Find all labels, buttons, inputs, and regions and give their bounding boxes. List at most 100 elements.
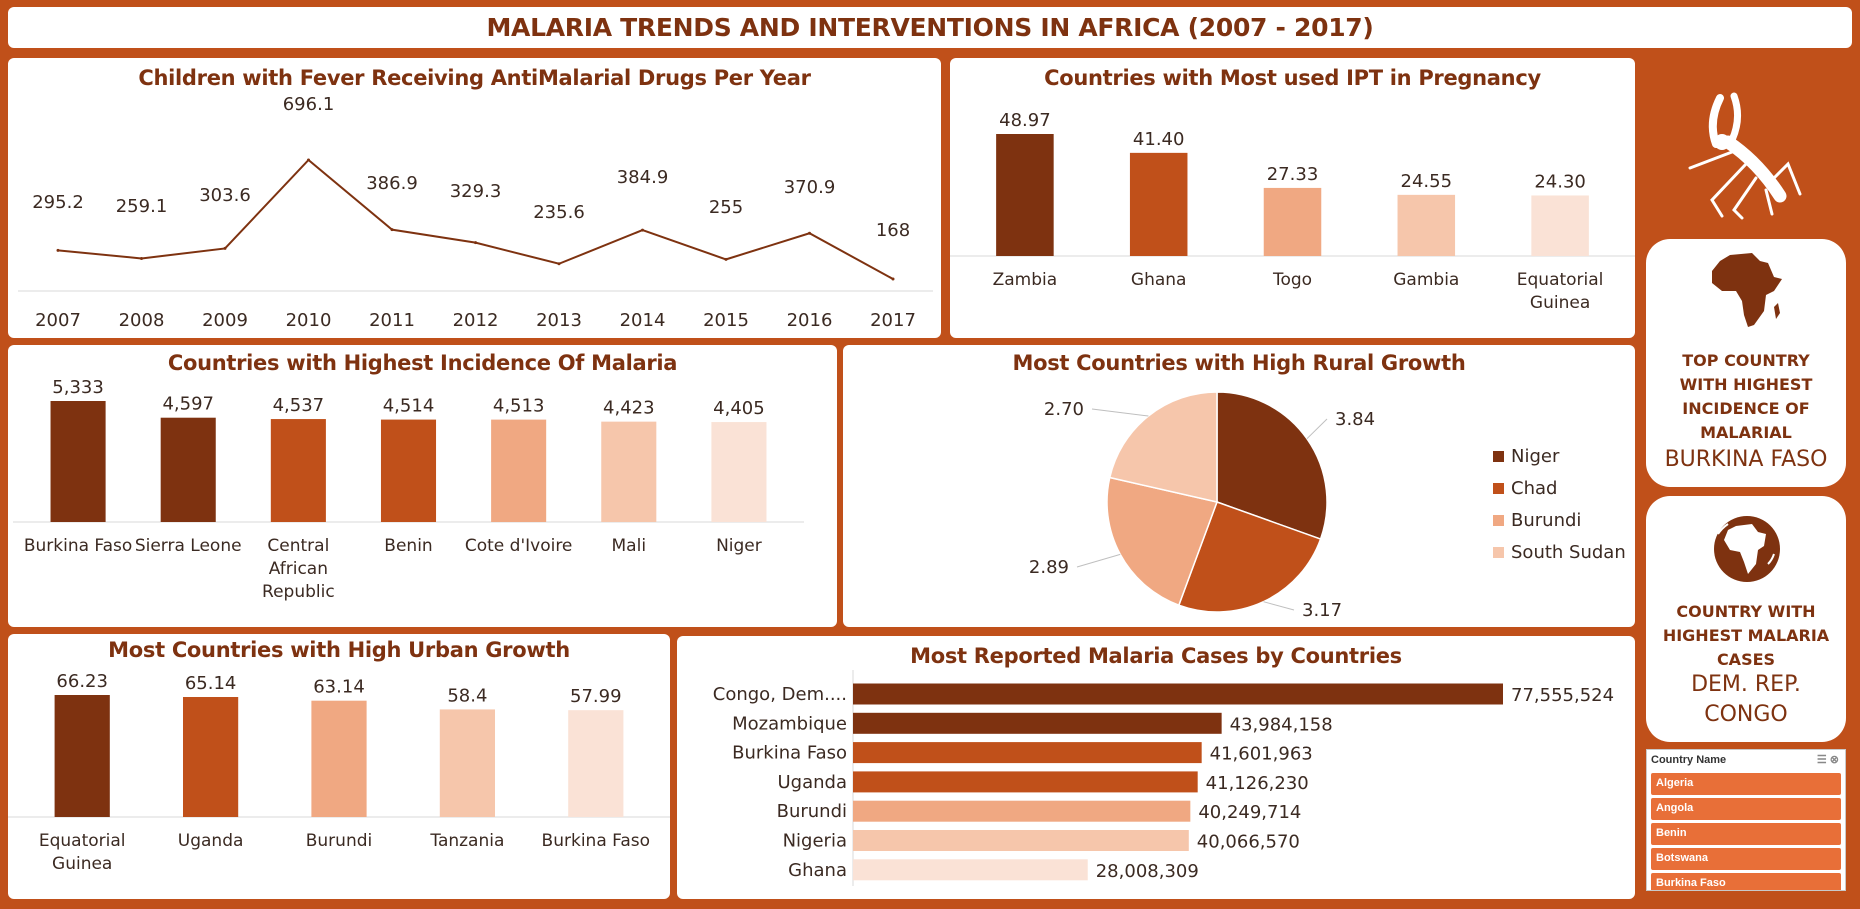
tick-label-2013: 2013 <box>536 310 582 331</box>
category-label-uganda: Uganda <box>778 772 848 793</box>
slice-burundi <box>1106 476 1218 607</box>
category-label-cote-d-ivoire: Cote d'Ivoire <box>465 536 573 556</box>
category-label-uganda: Uganda <box>178 831 244 851</box>
bar-benin <box>380 419 437 522</box>
clear-filter-icon[interactable]: ⊗ <box>1829 754 1839 766</box>
data-label-central-african-republic: 4,537 <box>273 395 325 416</box>
point-2014 <box>641 228 644 232</box>
data-label-burundi: 2.89 <box>1029 557 1069 578</box>
legend-label-niger: Niger <box>1511 446 1560 467</box>
data-label-2010: 696.1 <box>283 94 335 115</box>
globe-africa-icon <box>1714 516 1780 582</box>
rural-chart-title: Most Countries with High Rural Growth <box>1012 351 1466 375</box>
slice-niger <box>1216 391 1328 541</box>
tick-label-2016: 2016 <box>787 310 833 331</box>
point-2016 <box>808 231 811 235</box>
data-label-mali: 4,423 <box>603 398 655 419</box>
category-label-zambia: Zambia <box>993 270 1058 290</box>
bar-burundi <box>853 800 1191 822</box>
bar-gambia <box>1397 194 1456 256</box>
category-label-congo-dem: Congo, Dem.... <box>713 684 847 705</box>
country-slicer[interactable]: Country Name ☰ ⊗ Algeria Angola Benin Bo… <box>1646 749 1846 891</box>
tick-label-2012: 2012 <box>453 310 499 331</box>
data-label-mozambique: 43,984,158 <box>1230 714 1333 735</box>
tick-label-2009: 2009 <box>202 310 248 331</box>
category-label-tanzania: Tanzania <box>429 831 504 851</box>
data-label-cote-d-ivoire: 4,513 <box>493 396 545 417</box>
dashboard-title: MALARIA TRENDS AND INTERVENTIONS IN AFRI… <box>8 7 1852 48</box>
bar-mali <box>601 421 657 522</box>
data-label-togo: 27.33 <box>1267 164 1319 185</box>
category-label-ghana: Ghana <box>1131 270 1187 290</box>
point-2017 <box>891 277 895 281</box>
category-label-nigeria: Nigeria <box>783 831 847 852</box>
bar-burundi <box>311 700 367 817</box>
bar-burkina-faso <box>853 742 1202 764</box>
legend-label-chad: Chad <box>1511 478 1557 499</box>
bar-sierra-leone <box>160 417 216 522</box>
incidence-chart-panel: Countries with Highest Incidence Of Mala… <box>8 345 837 627</box>
data-label-chad: 3.17 <box>1302 600 1342 621</box>
data-label-gambia: 24.55 <box>1401 171 1453 192</box>
data-label-uganda: 41,126,230 <box>1206 773 1309 794</box>
data-label-2015: 255 <box>709 197 743 218</box>
data-label-south-sudan: 2.70 <box>1044 399 1084 420</box>
data-label-2017: 168 <box>876 220 910 241</box>
urban-chart-panel: Most Countries with High Urban Growth 66… <box>8 634 670 899</box>
category-label-central-african-republic: Central African Republic <box>262 536 335 602</box>
tick-label-2010: 2010 <box>286 310 332 331</box>
legend-label-burundi: Burundi <box>1511 510 1581 531</box>
cases-hbar-chart: Congo, Dem.... 77,555,524 Mozambique 43,984… <box>713 670 1614 886</box>
tick-label-2017: 2017 <box>870 310 916 331</box>
incidence-chart-title: Countries with Highest Incidence Of Mala… <box>167 351 678 375</box>
legend-swatch-niger <box>1493 451 1504 462</box>
data-label-congo-dem: 77,555,524 <box>1511 685 1614 706</box>
data-label-sierra-leone: 4,597 <box>162 394 214 415</box>
category-label-togo: Togo <box>1272 270 1312 290</box>
urban-bar-chart: 66.23 Equatorial Guinea 65.14 Uganda 63.14 Bur… <box>8 671 670 874</box>
slicer-item-botswana[interactable]: Botswana <box>1651 848 1841 870</box>
fever-chart-title: Children with Fever Receiving AntiMalari… <box>138 66 811 90</box>
slicer-item-benin[interactable]: Benin <box>1651 823 1841 845</box>
slicer-item-algeria[interactable]: Algeria <box>1651 773 1841 795</box>
fever-line-chart: 295.2 2007 259.1 2008 303.6 2009 696.1 2010 386.… <box>18 94 933 331</box>
cases-chart-panel: Most Reported Malaria Cases by Countries… <box>677 636 1635 899</box>
slicer-header: Country Name ☰ ⊗ <box>1647 750 1845 770</box>
bar-cote-d-ivoire <box>491 419 547 522</box>
data-label-uganda: 65.14 <box>185 673 237 694</box>
legend-swatch-south-sudan <box>1493 547 1504 558</box>
incidence-bar-chart: 5,333 Burkina Faso 4,597 Sierra Leone 4,537 C… <box>13 377 804 602</box>
bar-equatorial-guinea <box>54 695 110 817</box>
data-label-ghana: 28,008,309 <box>1096 861 1199 882</box>
ipt-chart-title: Countries with Most used IPT in Pregnanc… <box>1044 66 1541 90</box>
tick-label-2008: 2008 <box>119 310 165 331</box>
multi-select-icon[interactable]: ☰ <box>1816 754 1827 766</box>
data-label-niger: 3.84 <box>1335 409 1375 430</box>
point-2007 <box>56 248 60 252</box>
cases-chart-title: Most Reported Malaria Cases by Countries <box>910 644 1402 668</box>
point-2013 <box>557 262 561 266</box>
data-label-burkina-faso: 57.99 <box>570 686 622 707</box>
data-label-ghana: 41.40 <box>1133 129 1185 150</box>
bar-equatorial-guinea <box>1531 195 1589 256</box>
top-incidence-card: TOP COUNTRY WITH HIGHEST INCIDENCE OF MA… <box>1646 239 1846 487</box>
category-label-mozambique: Mozambique <box>732 713 847 734</box>
legend-label-south-sudan: South Sudan <box>1511 542 1626 563</box>
slicer-item-burkina-faso[interactable]: Burkina Faso <box>1651 873 1841 890</box>
category-label-burkina-faso: Burkina Faso <box>732 743 847 764</box>
point-2010 <box>307 158 310 162</box>
bar-mozambique <box>853 712 1222 734</box>
bar-zambia <box>996 134 1054 256</box>
data-label-2008: 259.1 <box>116 196 168 217</box>
point-2012 <box>474 241 477 245</box>
slicer-item-angola[interactable]: Angola <box>1651 798 1841 820</box>
bar-uganda <box>853 771 1198 793</box>
bar-burkina-faso <box>568 710 624 817</box>
data-label-niger: 4,405 <box>713 398 765 419</box>
tick-label-2015: 2015 <box>703 310 749 331</box>
data-label-burkina-faso: 41,601,963 <box>1210 744 1313 765</box>
legend-swatch-burundi <box>1493 515 1504 526</box>
category-label-gambia: Gambia <box>1393 270 1459 290</box>
ipt-chart-panel: Countries with Most used IPT in Pregnanc… <box>950 58 1635 338</box>
bar-niger <box>711 422 767 522</box>
